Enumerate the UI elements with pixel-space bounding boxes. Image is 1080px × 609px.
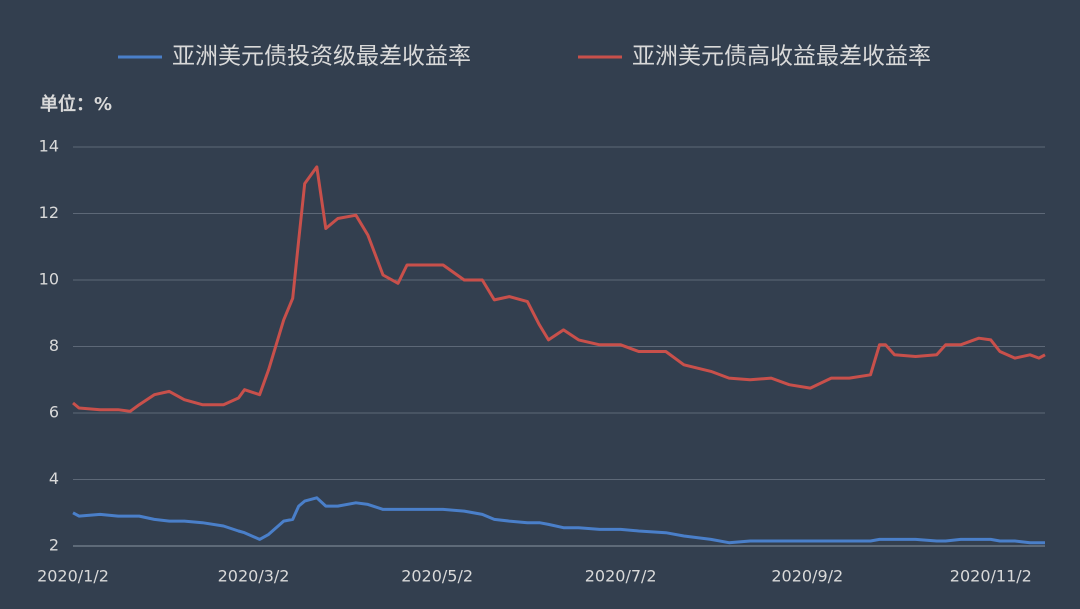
x-tick-label: 2020/3/2 [218,567,290,586]
x-tick-label: 2020/9/2 [771,567,843,586]
x-tick-label: 2020/5/2 [401,567,473,586]
y-tick-label: 6 [49,403,59,422]
y-tick-label: 10 [39,270,59,289]
y-tick-label: 4 [49,469,59,488]
series-line [72,165,1046,413]
x-tick-label: 2020/1/2 [37,567,109,586]
x-tick-label: 2020/7/2 [585,567,657,586]
y-tick-label: 2 [49,536,59,555]
x-tick-label: 2020/11/2 [950,567,1032,586]
series-line [72,496,1045,545]
legend-label: 亚洲美元债投资级最差收益率 [172,44,471,70]
legend-label: 亚洲美元债高收益最差收益率 [632,44,931,70]
unit-label: 单位：% [40,93,112,115]
y-tick-label: 12 [39,203,59,222]
y-tick-label: 8 [49,336,59,355]
y-tick-label: 14 [39,137,59,156]
